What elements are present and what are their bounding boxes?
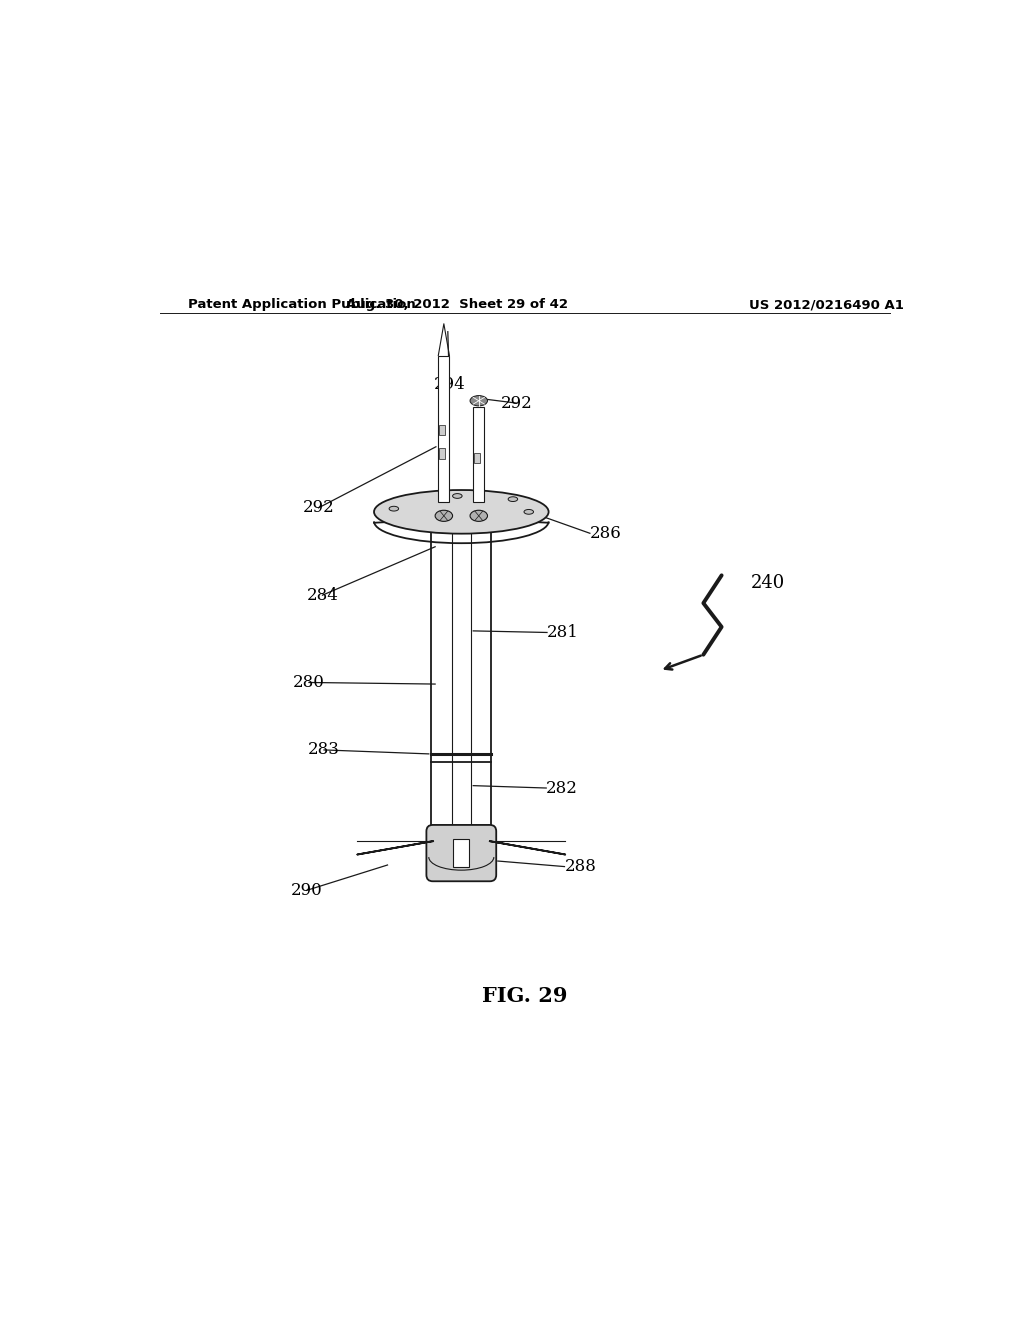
Ellipse shape: [470, 511, 487, 521]
Text: 292: 292: [501, 395, 532, 412]
Text: US 2012/0216490 A1: US 2012/0216490 A1: [749, 298, 904, 312]
Text: FIG. 29: FIG. 29: [482, 986, 567, 1006]
Text: 286: 286: [590, 525, 622, 541]
Ellipse shape: [374, 490, 549, 533]
Bar: [454, 840, 469, 867]
Text: 280: 280: [293, 675, 325, 690]
Ellipse shape: [453, 494, 462, 499]
Text: Aug. 30, 2012  Sheet 29 of 42: Aug. 30, 2012 Sheet 29 of 42: [346, 298, 568, 312]
Text: 281: 281: [547, 624, 579, 642]
Text: 294: 294: [433, 376, 465, 393]
FancyBboxPatch shape: [426, 825, 497, 882]
Text: 292: 292: [302, 499, 335, 516]
Text: 290: 290: [291, 882, 323, 899]
Ellipse shape: [435, 511, 453, 521]
Polygon shape: [357, 841, 433, 854]
Polygon shape: [489, 841, 565, 854]
Text: 282: 282: [546, 780, 579, 796]
Bar: [473, 407, 484, 503]
Bar: [439, 425, 444, 434]
Ellipse shape: [524, 510, 534, 515]
Bar: [474, 453, 479, 462]
Text: Patent Application Publication: Patent Application Publication: [187, 298, 416, 312]
Text: 240: 240: [751, 574, 785, 593]
Text: 283: 283: [308, 742, 340, 759]
Bar: [438, 355, 450, 503]
Ellipse shape: [470, 396, 487, 407]
Ellipse shape: [389, 507, 398, 511]
Bar: [439, 447, 444, 458]
Ellipse shape: [508, 496, 518, 502]
Bar: [431, 520, 492, 837]
Text: 288: 288: [564, 858, 596, 875]
Text: 284: 284: [306, 586, 338, 603]
